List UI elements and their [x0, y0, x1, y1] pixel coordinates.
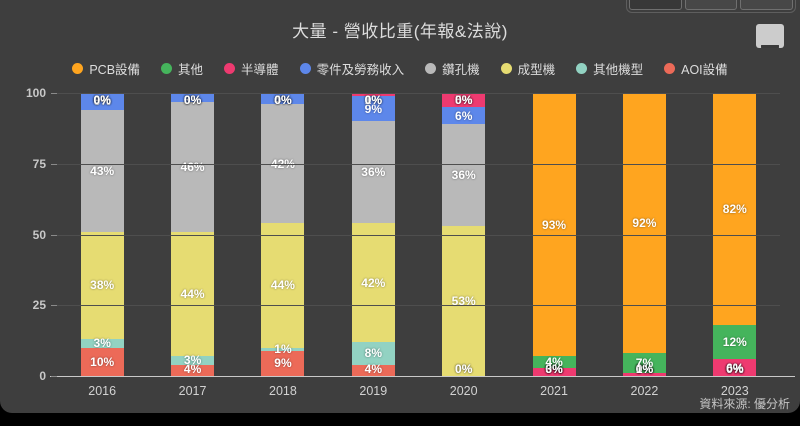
toolbar-group [626, 0, 796, 13]
chart-title: 大量 - 營收比重(年報&法說) [292, 22, 508, 41]
legend-label: PCB設備 [89, 63, 141, 77]
x-axis-label-2021: 2021 [540, 384, 568, 398]
y-axis-label-50: 50 [32, 227, 46, 242]
legend-dot [161, 63, 173, 74]
source-note: 資料來源: 優分析 [699, 397, 790, 411]
x-axis-line [50, 376, 795, 377]
segment-成型機-2017[interactable] [171, 231, 215, 357]
segment-成型機-2020[interactable] [442, 226, 486, 376]
segment-其他-2023[interactable] [713, 325, 757, 360]
segment-零件及勞務收入-2016[interactable] [80, 93, 124, 110]
legend-label: 其他 [178, 63, 204, 77]
gridline-100 [57, 93, 780, 94]
segment-半導體-2019[interactable] [351, 93, 395, 96]
legend-item-零件及勞務收入[interactable]: 零件及勞務收入 [299, 59, 405, 78]
legend-dot [72, 63, 84, 74]
segment-PCB設備-2021[interactable] [532, 93, 576, 357]
segment-AOI設備-2016[interactable] [80, 347, 124, 376]
chart-export-menu-button[interactable] [756, 24, 784, 48]
y-tick-0 [51, 376, 57, 377]
segment-其他-2021[interactable] [532, 356, 576, 368]
segment-AOI設備-2017[interactable] [171, 364, 215, 376]
legend-label: 半導體 [241, 63, 279, 77]
gridline-25 [57, 305, 780, 307]
legend-item-半導體[interactable]: 半導體 [224, 59, 279, 78]
x-axis-label-2018: 2018 [269, 384, 297, 398]
chart-legend: PCB設備 其他 半導體 零件及勞務收入 鑽孔機 成型機 其他機型 AOI設備 [0, 59, 800, 78]
segment-成型機-2018[interactable] [261, 223, 305, 348]
y-axis-label-75: 75 [32, 156, 46, 171]
legend-item-鑽孔機[interactable]: 鑽孔機 [425, 59, 480, 78]
legend-item-PCB設備[interactable]: PCB設備 [72, 59, 140, 78]
segment-零件及勞務收入-2019[interactable] [351, 95, 395, 122]
y-axis-label-100: 100 [25, 86, 46, 100]
x-axis-label-2023: 2023 [720, 384, 749, 398]
legend-label: 其他機型 [593, 63, 644, 77]
legend-item-成型機[interactable]: 成型機 [500, 59, 556, 78]
legend-dot [664, 63, 676, 74]
segment-AOI設備-2019[interactable] [351, 364, 395, 376]
x-axis-label-2019: 2019 [359, 384, 388, 398]
y-tick-100 [51, 93, 57, 94]
legend-dot [576, 63, 588, 74]
segment-其他機型-2016[interactable] [80, 339, 124, 348]
chart-panel: 大量 - 營收比重(年報&法說) PCB設備 其他 半導體 零件及勞務收入 鑽孔機 成型機… [0, 0, 800, 413]
gridline-50 [57, 234, 780, 236]
legend-dot [425, 63, 437, 74]
legend-label: 成型機 [517, 63, 556, 77]
y-axis-label-0: 0 [39, 369, 46, 383]
plot-area: 10% 3% 38% 43% 6% 0% 0% 0% 4% 3% 44% 46% 3% 0% 0% 0% 9% 1… [0, 86, 800, 383]
segment-AOI設備-2018[interactable] [261, 350, 305, 376]
segment-PCB設備-2023[interactable] [713, 93, 757, 326]
segment-成型機-2016[interactable] [80, 231, 124, 340]
segment-半導體-2022[interactable] [622, 373, 666, 376]
x-axis-label-2020: 2020 [449, 384, 478, 398]
y-tick-50 [51, 234, 57, 236]
x-axis-labels: 2016 2017 2018 2019 2020 2021 2022 2023 [57, 384, 780, 400]
segment-鑽孔機-2020[interactable] [442, 124, 486, 227]
segment-其他-2022[interactable] [622, 353, 666, 374]
segment-其他機型-2019[interactable] [351, 342, 395, 365]
legend-item-AOI設備[interactable]: AOI設備 [664, 59, 728, 78]
segment-零件及勞務收入-2018[interactable] [261, 93, 305, 105]
segment-PCB設備-2022[interactable] [622, 93, 666, 354]
segment-鑽孔機-2019[interactable] [351, 121, 395, 224]
legend-dot [500, 63, 512, 74]
x-axis-label-2022: 2022 [630, 384, 659, 398]
segment-其他機型-2017[interactable] [171, 356, 215, 365]
segment-零件及勞務收入-2017[interactable] [171, 93, 215, 102]
segment-半導體-2023[interactable] [713, 359, 757, 376]
toolbar-button-1[interactable] [629, 0, 682, 10]
segment-半導體-2020[interactable] [442, 93, 486, 108]
legend-label: 鑽孔機 [442, 63, 480, 77]
segment-其他機型-2018[interactable] [261, 347, 305, 351]
segment-鑽孔機-2017[interactable] [171, 101, 215, 232]
segment-成型機-2019[interactable] [351, 223, 395, 343]
y-axis-label-25: 25 [32, 298, 46, 313]
legend-label: 零件及勞務收入 [316, 63, 405, 77]
gridline-75 [57, 163, 780, 165]
legend-label: AOI設備 [681, 63, 728, 77]
segment-鑽孔機-2016[interactable] [80, 109, 124, 232]
y-tick-75 [51, 163, 57, 165]
x-axis-label-2017: 2017 [178, 384, 207, 398]
toolbar-button-3[interactable] [740, 0, 794, 10]
segment-半導體-2021[interactable] [532, 367, 576, 376]
segment-零件及勞務收入-2020[interactable] [442, 107, 486, 125]
toolbar-button-2[interactable] [684, 0, 738, 10]
y-tick-25 [51, 305, 57, 307]
legend-dot [299, 63, 311, 74]
legend-item-其他[interactable]: 其他 [161, 59, 203, 78]
legend-item-其他機型[interactable]: 其他機型 [576, 59, 643, 78]
x-axis-label-2016: 2016 [88, 384, 117, 398]
legend-dot [224, 63, 236, 74]
